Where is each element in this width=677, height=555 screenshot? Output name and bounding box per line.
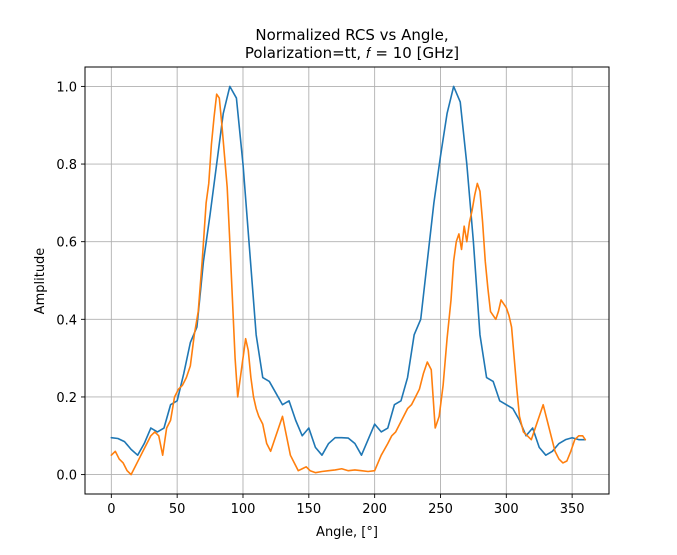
x-tick-label: 50 (169, 502, 186, 517)
y-tick-label: 0.4 (56, 313, 77, 328)
x-tick-label: 0 (107, 502, 115, 517)
grid (85, 67, 609, 494)
plot-frame (84, 66, 610, 495)
ticks: 0 50 100 150 200 250 300 350 0.0 0.2 0.4 0.6 0.8 1.0 (56, 80, 584, 517)
x-tick-label: 100 (231, 502, 256, 517)
chart-title-line-1: Normalized RCS vs Angle, (255, 26, 448, 44)
chart-title-line-2: Polarization=tt, 𝑓 = 10 [GHz] (245, 44, 459, 62)
y-tick-label: 0.0 (56, 469, 77, 484)
y-tick-label: 0.2 (56, 391, 77, 406)
y-tick-label: 1.0 (56, 80, 77, 95)
x-axis-label: Angle, [°] (316, 525, 378, 540)
series-line-1 (110, 85, 587, 456)
x-tick-label: 250 (428, 502, 453, 517)
y-tick-label: 0.6 (56, 236, 77, 251)
x-tick-label: 150 (296, 502, 321, 517)
y-tick-label: 0.8 (56, 158, 77, 173)
y-axis-label: Amplitude (33, 248, 48, 315)
series-layer (110, 85, 587, 476)
x-tick-label: 300 (494, 502, 519, 517)
x-tick-label: 200 (362, 502, 387, 517)
x-tick-label: 350 (560, 502, 585, 517)
series-line-2 (110, 93, 587, 476)
